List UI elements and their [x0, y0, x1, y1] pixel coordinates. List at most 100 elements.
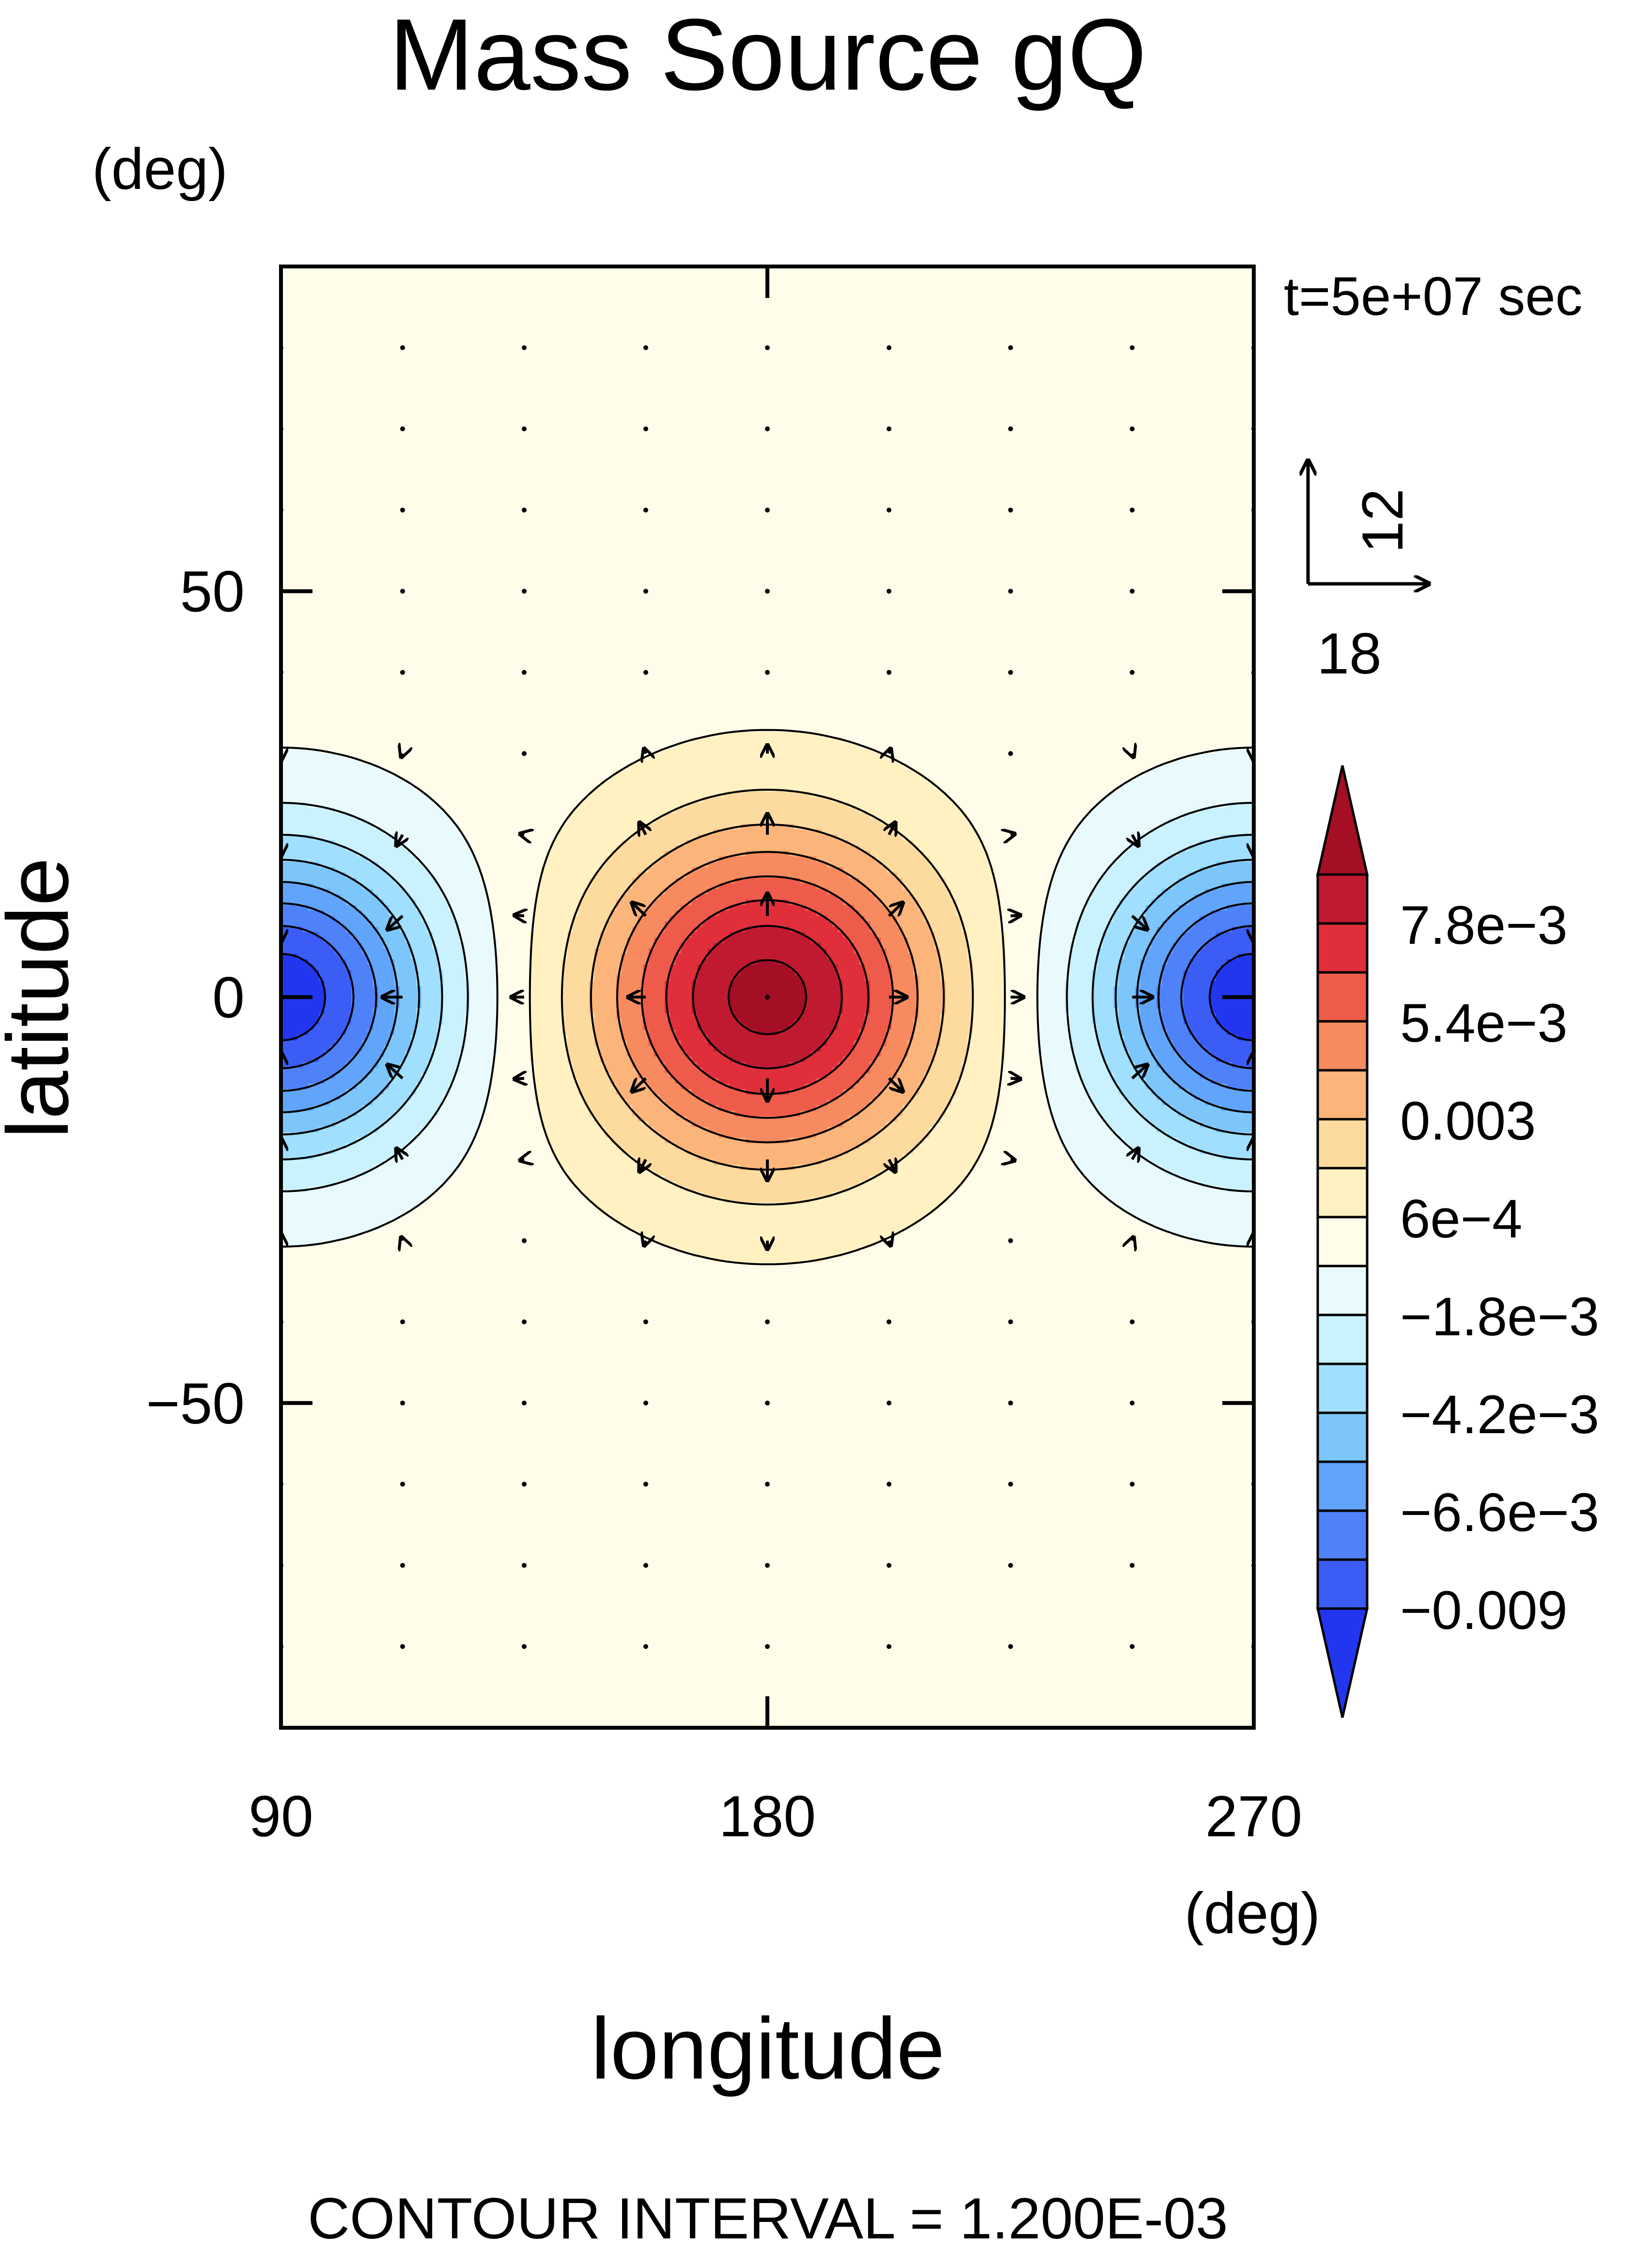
heatmap-cell: [302, 808, 309, 814]
heatmap-cell: [962, 878, 968, 884]
heatmap-cell: [773, 813, 779, 819]
heatmap-cell: [881, 899, 887, 906]
heatmap-cell: [1091, 905, 1098, 911]
heatmap-cell: [897, 851, 903, 857]
heatmap-cell: [648, 932, 655, 938]
heatmap-cell: [643, 883, 649, 890]
heatmap-cell: [1216, 781, 1222, 787]
heatmap-cell: [854, 829, 860, 835]
heatmap-cell: [562, 916, 568, 922]
heatmap-cell: [443, 926, 449, 933]
heatmap-cell: [535, 905, 541, 911]
heatmap-cell: [1145, 781, 1152, 787]
heatmap-cell: [416, 878, 422, 884]
heatmap-cell: [826, 932, 833, 938]
heatmap-cell: [573, 834, 579, 841]
heatmap-cell: [1194, 861, 1200, 868]
heatmap-cell: [1200, 786, 1206, 792]
heatmap-cell: [594, 808, 600, 814]
heatmap-cell: [838, 899, 843, 906]
heatmap-cell: [556, 883, 562, 890]
heatmap-cell: [432, 938, 438, 944]
heatmap-cell: [1064, 851, 1071, 857]
heatmap-cell: [935, 824, 941, 830]
heatmap-cell: [1178, 910, 1184, 917]
heatmap-cell: [1081, 889, 1087, 895]
heatmap-cell: [821, 883, 827, 890]
heatmap-cell: [951, 834, 957, 841]
heatmap-cell: [821, 873, 827, 879]
heatmap-cell: [1200, 753, 1206, 760]
heatmap-cell: [302, 786, 309, 792]
heatmap-cell: [1167, 899, 1173, 906]
heatmap-cell: [1183, 818, 1189, 825]
heatmap-cell: [1113, 894, 1119, 900]
heatmap-cell: [875, 802, 882, 808]
heatmap-cell: [1232, 878, 1238, 884]
heatmap-cell: [929, 883, 935, 890]
heatmap-cell: [789, 781, 795, 787]
heatmap-cell: [1059, 878, 1065, 884]
heatmap-cell: [1194, 851, 1200, 857]
heatmap-cell: [762, 905, 768, 911]
heatmap-cell: [1178, 829, 1184, 835]
heatmap-cell: [1216, 894, 1222, 900]
heatmap-cell: [405, 889, 411, 895]
heatmap-cell: [1156, 840, 1163, 846]
heatmap-cell: [946, 829, 952, 835]
heatmap-cell: [1194, 797, 1200, 803]
heatmap-cell: [1200, 932, 1206, 938]
heatmap-cell: [805, 813, 811, 819]
heatmap-cell: [691, 818, 698, 825]
heatmap-cell: [718, 732, 725, 738]
heatmap-cell: [708, 764, 714, 770]
heatmap-cell: [324, 781, 330, 787]
heatmap-cell: [1151, 867, 1157, 873]
heatmap-cell: [724, 899, 730, 906]
heatmap-cell: [410, 829, 417, 835]
heatmap-cell: [1172, 797, 1179, 803]
heatmap-cell: [405, 808, 411, 814]
heatmap-cell: [875, 899, 882, 906]
heatmap-cell: [1119, 786, 1125, 792]
heatmap-cell: [1189, 899, 1195, 906]
heatmap-cell: [362, 905, 368, 911]
heatmap-cell: [686, 894, 692, 900]
heatmap-cell: [394, 899, 401, 906]
heatmap-cell: [751, 781, 757, 787]
heatmap-cell: [1075, 932, 1081, 938]
heatmap-cell: [821, 938, 827, 944]
heatmap-cell: [816, 764, 822, 770]
heatmap-cell: [605, 894, 611, 900]
heatmap-cell: [708, 932, 714, 938]
heatmap-cell: [1151, 873, 1157, 879]
heatmap-cell: [1081, 840, 1087, 846]
heatmap-cell: [643, 781, 649, 787]
heatmap-cell: [416, 921, 422, 927]
heatmap-cell: [335, 845, 341, 852]
heatmap-cell: [1119, 791, 1125, 797]
heatmap-cell: [589, 921, 595, 927]
heatmap-cell: [891, 769, 898, 776]
heatmap-cell: [821, 797, 827, 803]
heatmap-cell: [583, 894, 590, 900]
heatmap-cell: [405, 834, 411, 841]
heatmap-cell: [940, 808, 946, 814]
heatmap-cell: [718, 889, 725, 895]
heatmap-cell: [1059, 921, 1065, 927]
heatmap-cell: [373, 840, 379, 846]
heatmap-cell: [783, 883, 790, 890]
heatmap-cell: [335, 889, 341, 895]
heatmap-cell: [1124, 910, 1130, 917]
heatmap-cell: [1172, 829, 1179, 835]
heatmap-cell: [843, 910, 849, 917]
heatmap-cell: [605, 808, 611, 814]
heatmap-cell: [816, 840, 822, 846]
heatmap-cell: [724, 732, 730, 738]
heatmap-cell: [378, 932, 384, 938]
heatmap-cell: [340, 910, 346, 917]
heatmap-cell: [297, 867, 303, 873]
heatmap-cell: [675, 889, 682, 895]
heatmap-cell: [292, 824, 298, 830]
heatmap-cell: [1107, 791, 1114, 797]
